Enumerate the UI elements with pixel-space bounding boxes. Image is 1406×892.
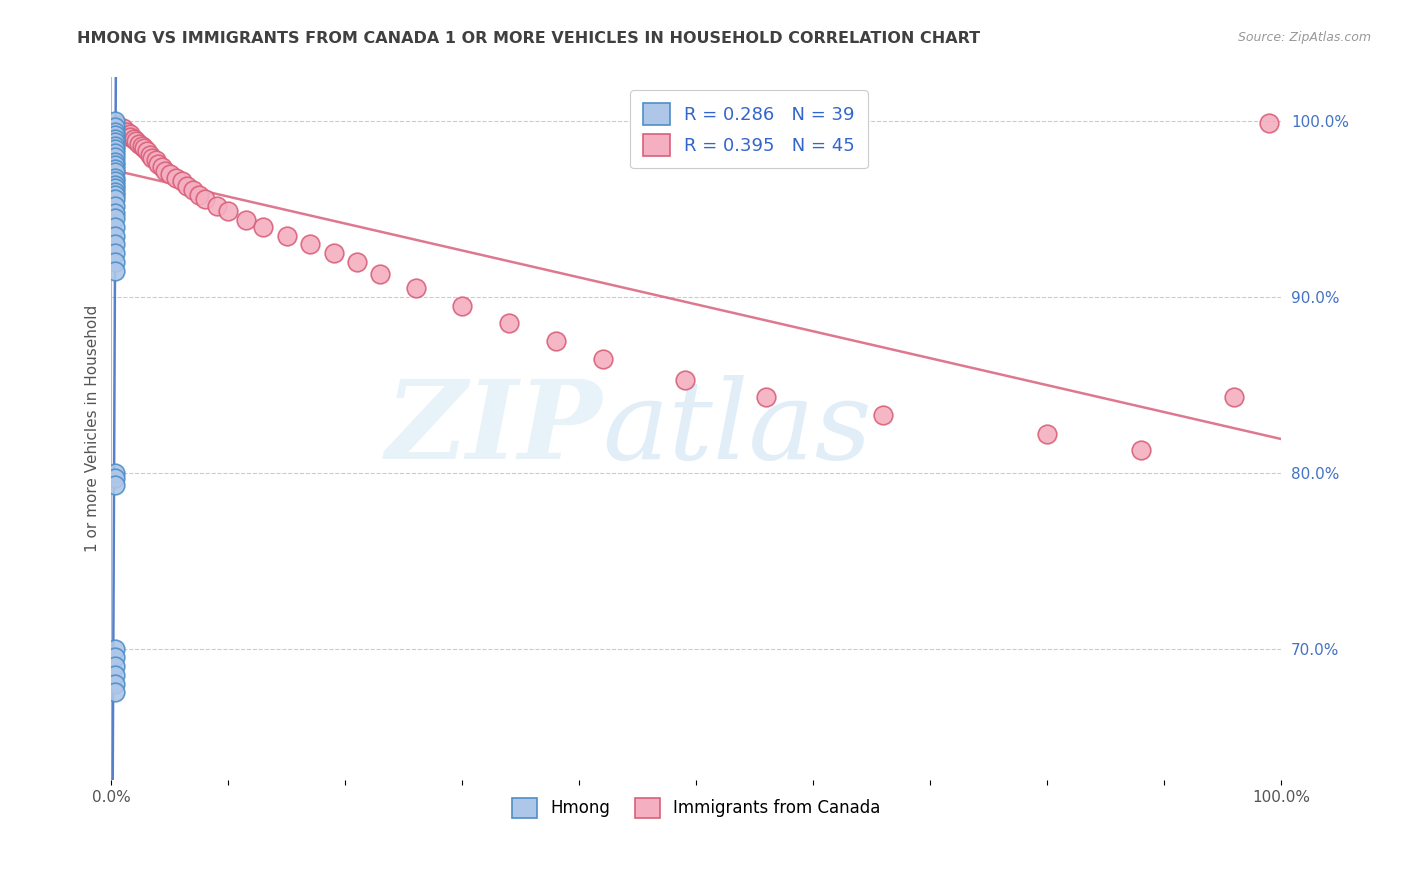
Point	[405, 281, 427, 295]
Point	[872, 408, 894, 422]
Point	[252, 219, 274, 234]
Point	[104, 178, 127, 192]
Point	[104, 246, 127, 260]
Point	[134, 141, 156, 155]
Point	[104, 165, 127, 179]
Point	[276, 228, 298, 243]
Point	[104, 132, 127, 146]
Point	[104, 471, 127, 485]
Point	[159, 167, 181, 181]
Point	[194, 192, 217, 206]
Point	[592, 351, 614, 366]
Point	[104, 685, 127, 699]
Point	[176, 179, 198, 194]
Point	[104, 211, 127, 225]
Point	[104, 641, 127, 656]
Point	[104, 264, 127, 278]
Point	[135, 145, 157, 159]
Point	[104, 136, 127, 150]
Point	[181, 183, 204, 197]
Legend: Hmong, Immigrants from Canada: Hmong, Immigrants from Canada	[505, 791, 887, 825]
Text: atlas: atlas	[603, 376, 872, 483]
Point	[104, 149, 127, 163]
Point	[755, 390, 778, 404]
Point	[104, 114, 127, 128]
Point	[104, 676, 127, 690]
Point	[104, 199, 127, 213]
Point	[217, 204, 239, 219]
Point	[1036, 427, 1059, 442]
Point	[104, 158, 127, 172]
Point	[122, 132, 145, 146]
Point	[139, 147, 162, 161]
Point	[104, 228, 127, 243]
Point	[1223, 390, 1246, 404]
Text: Source: ZipAtlas.com: Source: ZipAtlas.com	[1237, 31, 1371, 45]
Point	[544, 334, 567, 348]
Point	[370, 267, 392, 281]
Point	[104, 125, 127, 139]
Point	[104, 668, 127, 682]
Point	[498, 317, 520, 331]
Point	[104, 659, 127, 673]
Point	[205, 199, 228, 213]
Point	[120, 130, 142, 145]
Point	[673, 373, 696, 387]
Text: ZIP: ZIP	[387, 376, 603, 483]
Point	[104, 466, 127, 480]
Point	[451, 299, 474, 313]
Point	[104, 161, 127, 176]
Point	[165, 170, 187, 185]
Point	[112, 121, 135, 136]
Point	[104, 128, 127, 143]
Point	[104, 188, 127, 202]
Y-axis label: 1 or more Vehicles in Household: 1 or more Vehicles in Household	[86, 305, 100, 552]
Text: HMONG VS IMMIGRANTS FROM CANADA 1 OR MORE VEHICLES IN HOUSEHOLD CORRELATION CHAR: HMONG VS IMMIGRANTS FROM CANADA 1 OR MOR…	[77, 31, 980, 46]
Point	[148, 156, 170, 170]
Point	[141, 151, 163, 165]
Point	[104, 205, 127, 219]
Point	[299, 237, 322, 252]
Point	[131, 139, 153, 153]
Point	[104, 192, 127, 206]
Point	[145, 153, 167, 167]
Point	[322, 246, 344, 260]
Point	[346, 255, 368, 269]
Point	[105, 118, 128, 132]
Point	[170, 174, 193, 188]
Point	[104, 185, 127, 199]
Point	[104, 154, 127, 169]
Point	[104, 146, 127, 161]
Point	[128, 137, 150, 152]
Point	[115, 125, 138, 139]
Point	[104, 120, 127, 134]
Point	[235, 212, 257, 227]
Point	[104, 219, 127, 234]
Point	[188, 188, 211, 202]
Point	[104, 478, 127, 492]
Point	[104, 181, 127, 195]
Point	[104, 143, 127, 157]
Point	[155, 163, 177, 178]
Point	[104, 650, 127, 665]
Point	[1258, 116, 1281, 130]
Point	[1129, 442, 1152, 457]
Point	[104, 255, 127, 269]
Point	[104, 139, 127, 153]
Point	[120, 127, 142, 141]
Point	[104, 170, 127, 185]
Point	[125, 134, 148, 148]
Point	[104, 174, 127, 188]
Point	[150, 160, 173, 174]
Point	[104, 237, 127, 252]
